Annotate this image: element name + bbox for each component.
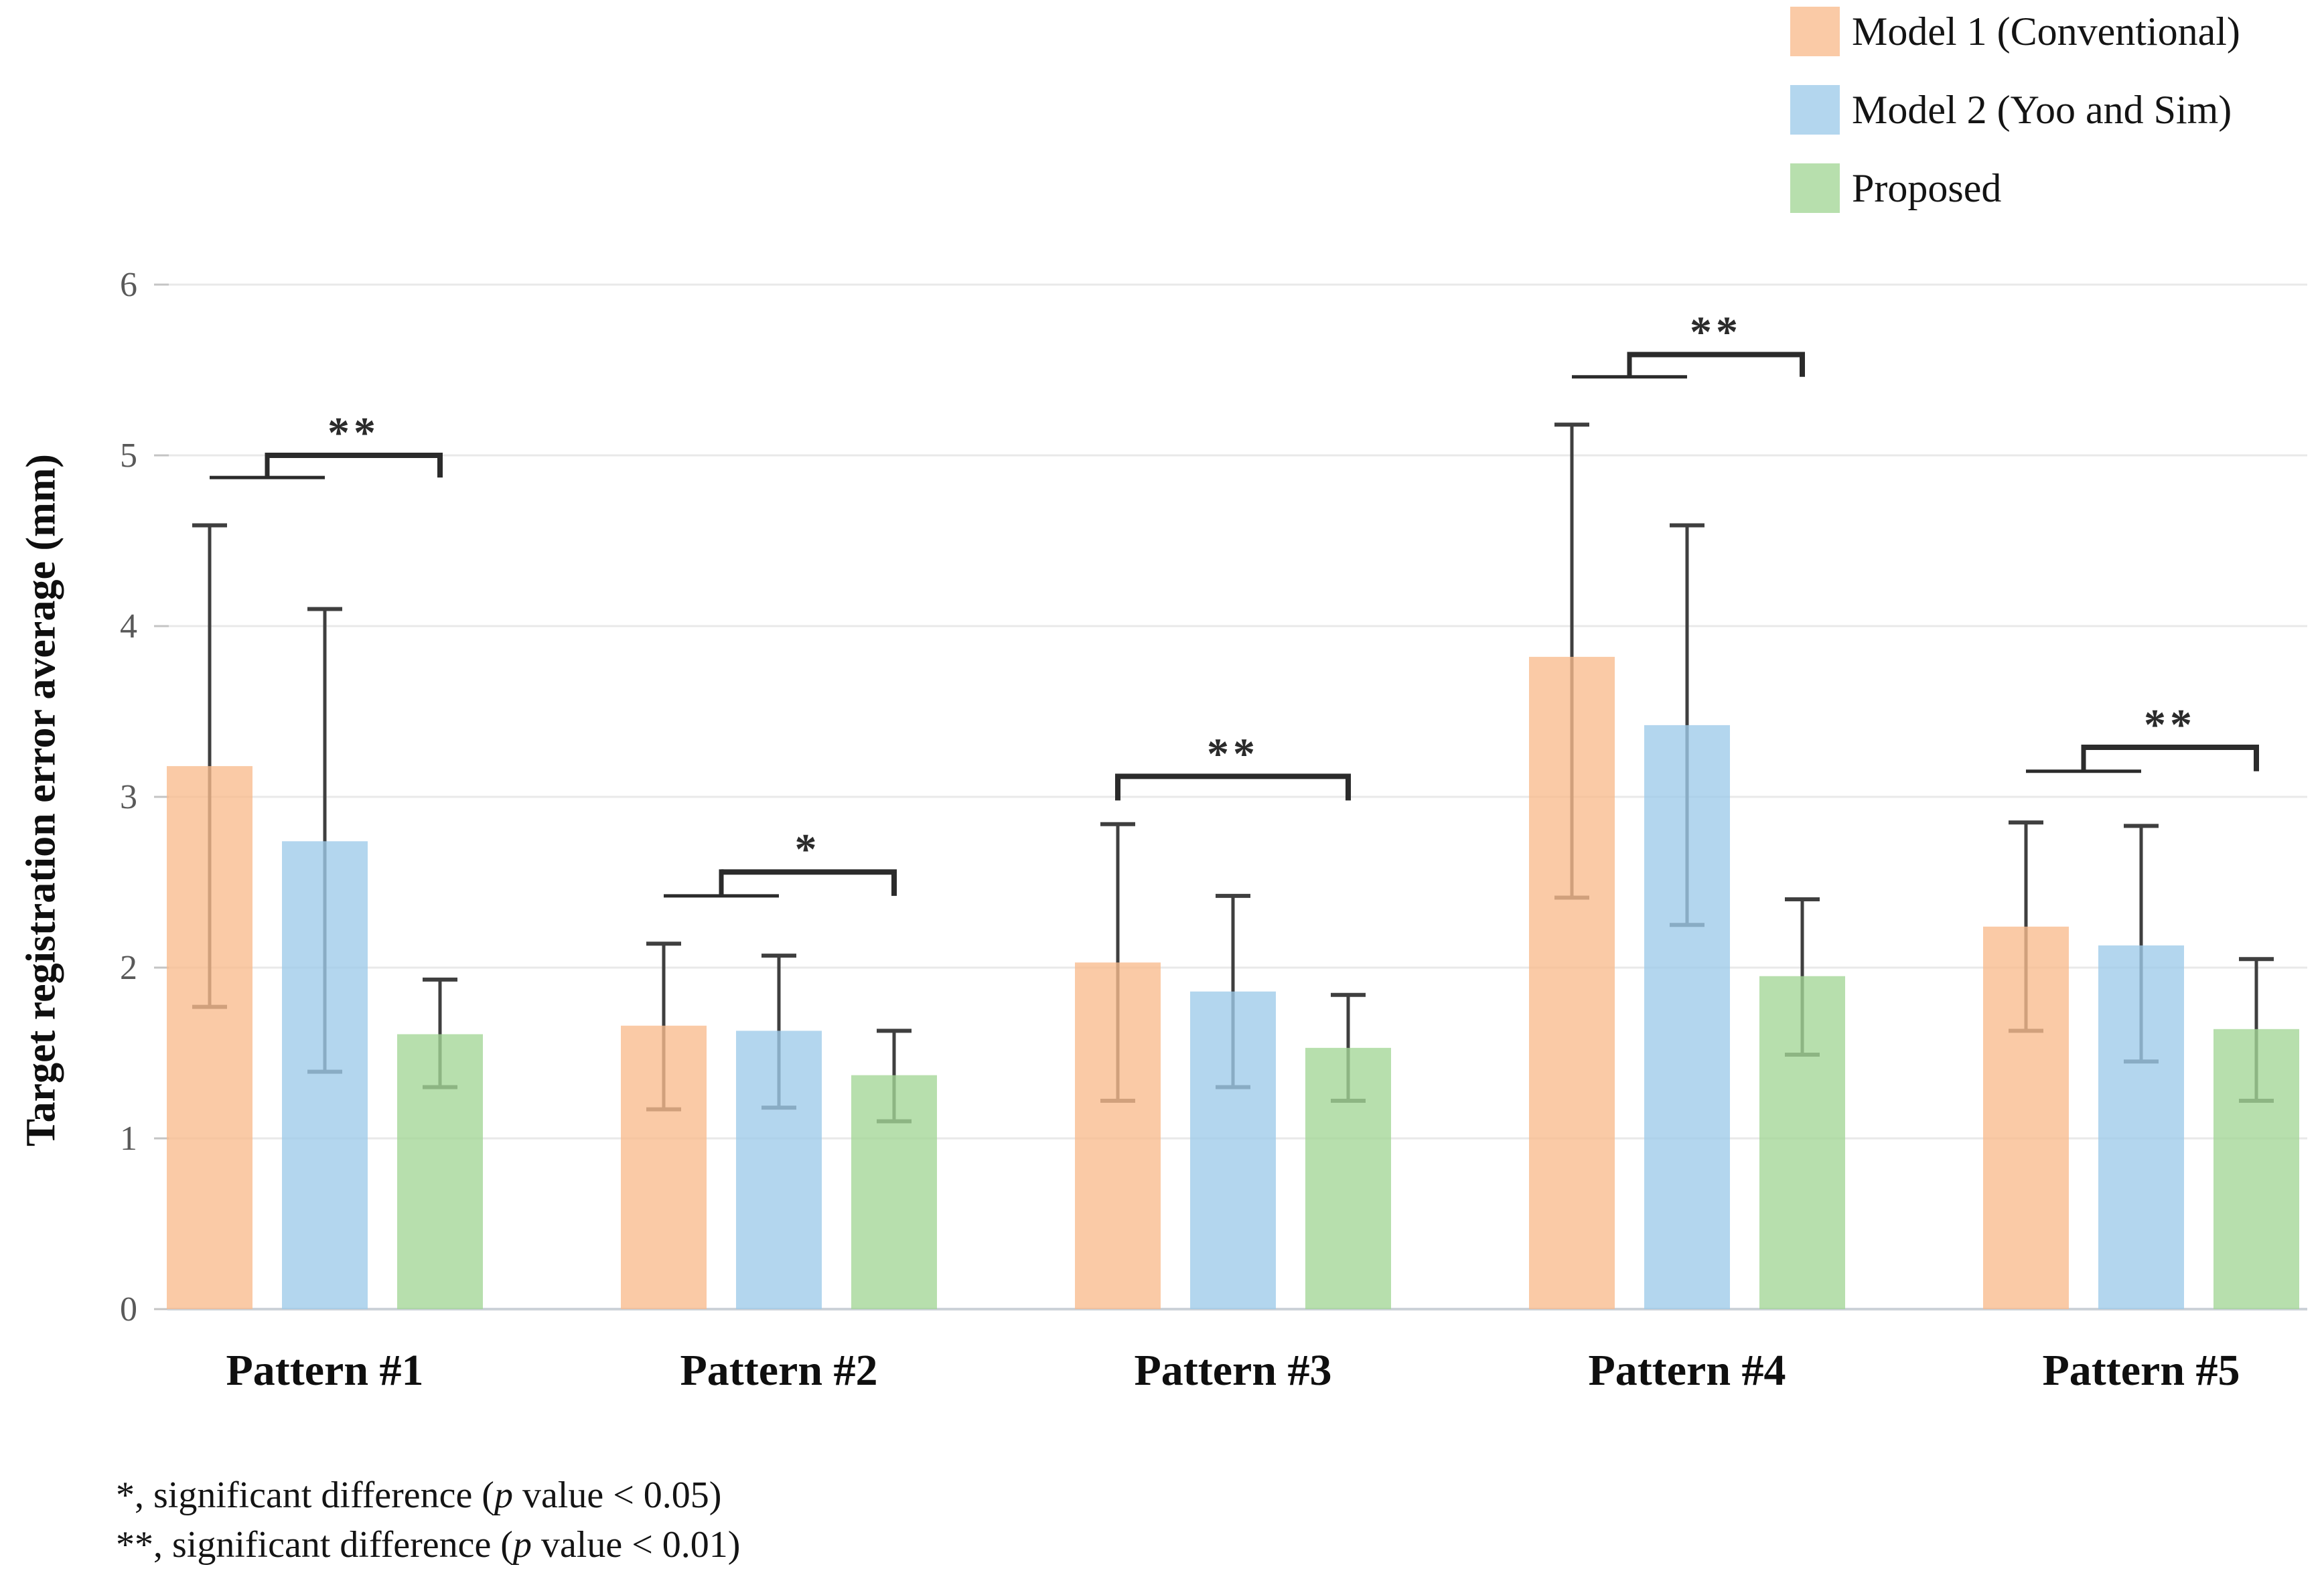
y-tick-label-4: 4	[120, 607, 137, 646]
footnotes: *, significant difference (p value < 0.0…	[116, 1471, 740, 1570]
significance-stars-4: **	[2144, 700, 2196, 749]
footnote-p-005: *, significant difference (p value < 0.0…	[116, 1475, 722, 1516]
significance-stars-1: *	[795, 825, 821, 874]
bar-proposed-pattern-5	[2213, 1029, 2299, 1309]
x-label-pattern-2: Pattern #2	[680, 1346, 877, 1395]
y-tick-label-2: 2	[120, 949, 137, 987]
legend-item: Model 1 (Conventional)	[1790, 7, 2240, 56]
legend-label: Model 2 (Yoo and Sim)	[1852, 87, 2232, 132]
footnote-p-001: **, significant difference (p value < 0.…	[116, 1524, 741, 1566]
x-label-pattern-4: Pattern #4	[1588, 1346, 1786, 1395]
legend-label: Proposed	[1852, 165, 2002, 210]
legend-swatch-proposed	[1790, 163, 1840, 213]
bar-model-1-conventional-pattern-4	[1529, 656, 1615, 1309]
legend-item: Proposed	[1790, 163, 2240, 213]
y-tick-label-6: 6	[120, 266, 137, 304]
significance-stars-0: **	[328, 408, 380, 457]
x-label-pattern-3: Pattern #3	[1134, 1346, 1331, 1395]
bar-model-2-yoo-and-sim-pattern-5	[2098, 945, 2184, 1309]
y-tick-label-3: 3	[120, 778, 137, 816]
legend-item: Model 2 (Yoo and Sim)	[1790, 85, 2240, 135]
bar-model-2-yoo-and-sim-pattern-1	[282, 841, 368, 1309]
significance-stars-3: **	[1690, 308, 1742, 357]
significance-stars-2: **	[1207, 729, 1259, 778]
bar-proposed-pattern-1	[397, 1034, 483, 1309]
bar-model-1-conventional-pattern-1	[167, 766, 252, 1309]
bar-proposed-pattern-4	[1759, 976, 1845, 1309]
y-tick-label-5: 5	[120, 437, 137, 475]
bar-model-2-yoo-and-sim-pattern-2	[736, 1031, 822, 1309]
bar-model-2-yoo-and-sim-pattern-4	[1644, 725, 1730, 1309]
bar-model-1-conventional-pattern-2	[621, 1025, 707, 1309]
legend: Model 1 (Conventional) Model 2 (Yoo and …	[1790, 7, 2240, 213]
x-label-pattern-5: Pattern #5	[2042, 1346, 2240, 1395]
bar-model-2-yoo-and-sim-pattern-3	[1190, 991, 1276, 1309]
x-label-pattern-1: Pattern #1	[226, 1346, 423, 1395]
legend-label: Model 1 (Conventional)	[1852, 9, 2240, 54]
bar-proposed-pattern-2	[851, 1075, 937, 1309]
bar-model-1-conventional-pattern-5	[1983, 926, 2069, 1309]
y-tick-label-0: 0	[120, 1290, 137, 1329]
y-tick-label-1: 1	[120, 1120, 137, 1158]
bar-proposed-pattern-3	[1305, 1047, 1391, 1309]
legend-swatch-model2	[1790, 85, 1840, 135]
bar-model-1-conventional-pattern-3	[1075, 962, 1161, 1309]
legend-swatch-model1	[1790, 7, 1840, 56]
